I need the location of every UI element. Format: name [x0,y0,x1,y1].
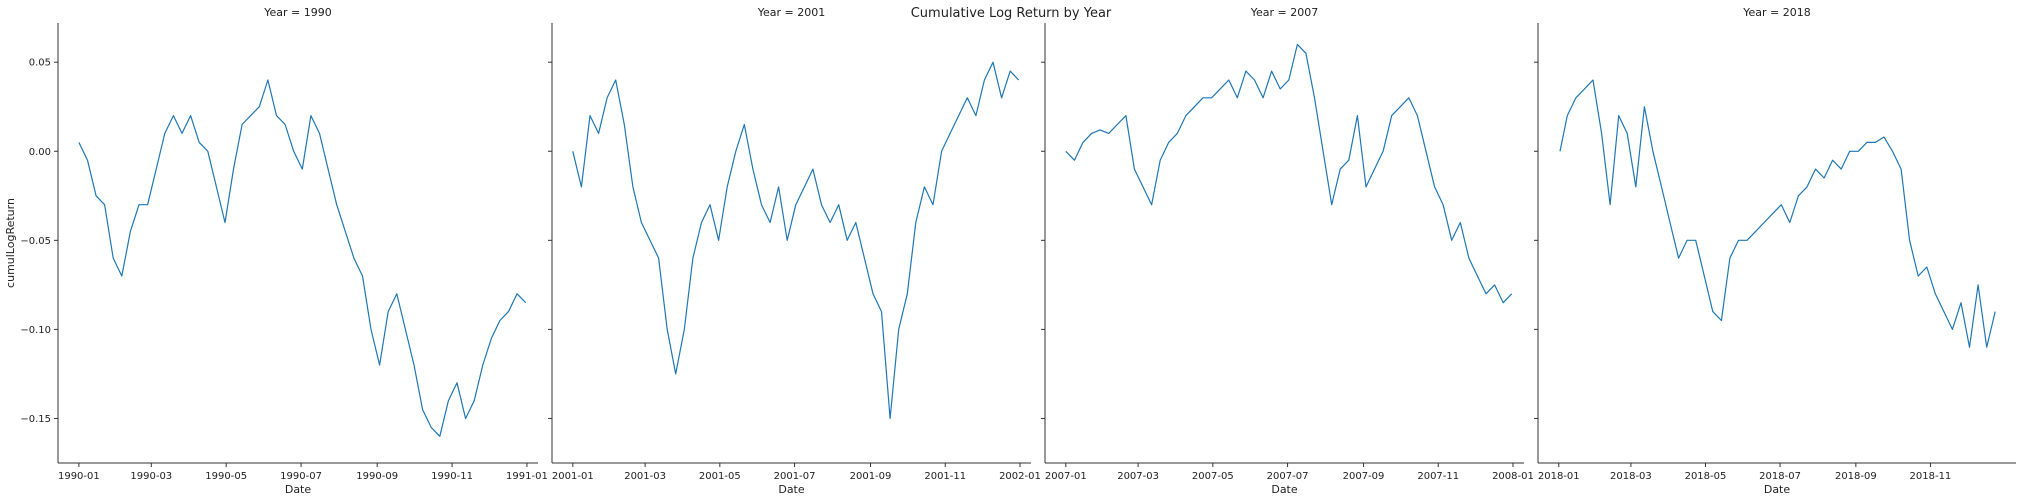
facet-panel: Year = 1990 0.05 0.00 −0.05 −0.10 −0.15 1990-0… [20,6,548,496]
x-tick-label: 2018-09 [1835,471,1877,482]
x-tick-label: 2007-03 [1117,471,1159,482]
x-tick-label: 2007-01 [1045,471,1087,482]
x-tick-label: 1990-01 [58,471,100,482]
series-line [1559,79,1996,348]
facet-title: Year = 2018 [1742,6,1811,19]
x-tick-label: 2001-05 [699,471,741,482]
x-tick-label: 2002-01 [999,471,1041,482]
series-line [1065,43,1513,304]
x-tick-label: 2001-11 [924,471,966,482]
x-axis-label: Date [778,483,805,496]
y-tick-label: −0.10 [20,325,51,336]
x-tick-label: 2008-01 [1492,471,1534,482]
x-axis-label: Date [285,483,312,496]
y-tick-label: −0.15 [20,414,51,425]
facet-title: Year = 1990 [263,6,332,19]
x-tick-label: 2007-11 [1417,471,1459,482]
x-tick-label: 1991-01 [506,471,548,482]
facet-panels: cumulLogReturn Year = 1990 0.05 0.00 −0.05 −0… [4,6,2016,496]
y-axis-label: cumulLogReturn [4,198,17,288]
x-tick-label: 2007-05 [1192,471,1234,482]
x-axis-label: Date [1764,483,1791,496]
x-tick-label: 2018-03 [1610,471,1652,482]
x-axis-label: Date [1271,483,1298,496]
facet-title: Year = 2007 [1250,6,1319,19]
x-tick-label: 2018-05 [1685,471,1727,482]
chart-title: Cumulative Log Return by Year [911,6,1112,21]
x-tick-label: 2018-07 [1759,471,1801,482]
facet-panel: Year = 2007 2007-01 2007-03 2007-05 2007-07 2… [1041,6,1534,496]
x-tick-label: 1990-11 [431,471,473,482]
series-line [78,79,527,437]
facet-title: Year = 2001 [757,6,826,19]
series-line [572,61,1020,420]
x-tick-label: 1990-07 [280,471,322,482]
x-tick-label: 2007-07 [1267,471,1309,482]
x-tick-label: 1990-09 [356,471,398,482]
x-tick-label: 1990-05 [205,471,247,482]
y-tick-label: −0.05 [20,236,51,247]
x-tick-label: 2001-09 [850,471,892,482]
y-tick-label: 0.05 [29,58,51,69]
y-tick-label: 0.00 [29,147,51,158]
x-tick-label: 2018-11 [1910,471,1952,482]
x-tick-label: 2001-03 [624,471,666,482]
x-tick-label: 2018-01 [1538,471,1580,482]
facet-panel: Year = 2001 2001-01 2001-03 2001-05 2001-07 2… [548,6,1041,496]
x-tick-label: 2007-09 [1343,471,1385,482]
x-tick-label: 2001-07 [774,471,816,482]
facet-panel: Year = 2018 2018-01 2018-03 2018-05 2018-07 2… [1534,6,2016,496]
x-tick-label: 1990-03 [130,471,172,482]
x-tick-label: 2001-01 [552,471,594,482]
